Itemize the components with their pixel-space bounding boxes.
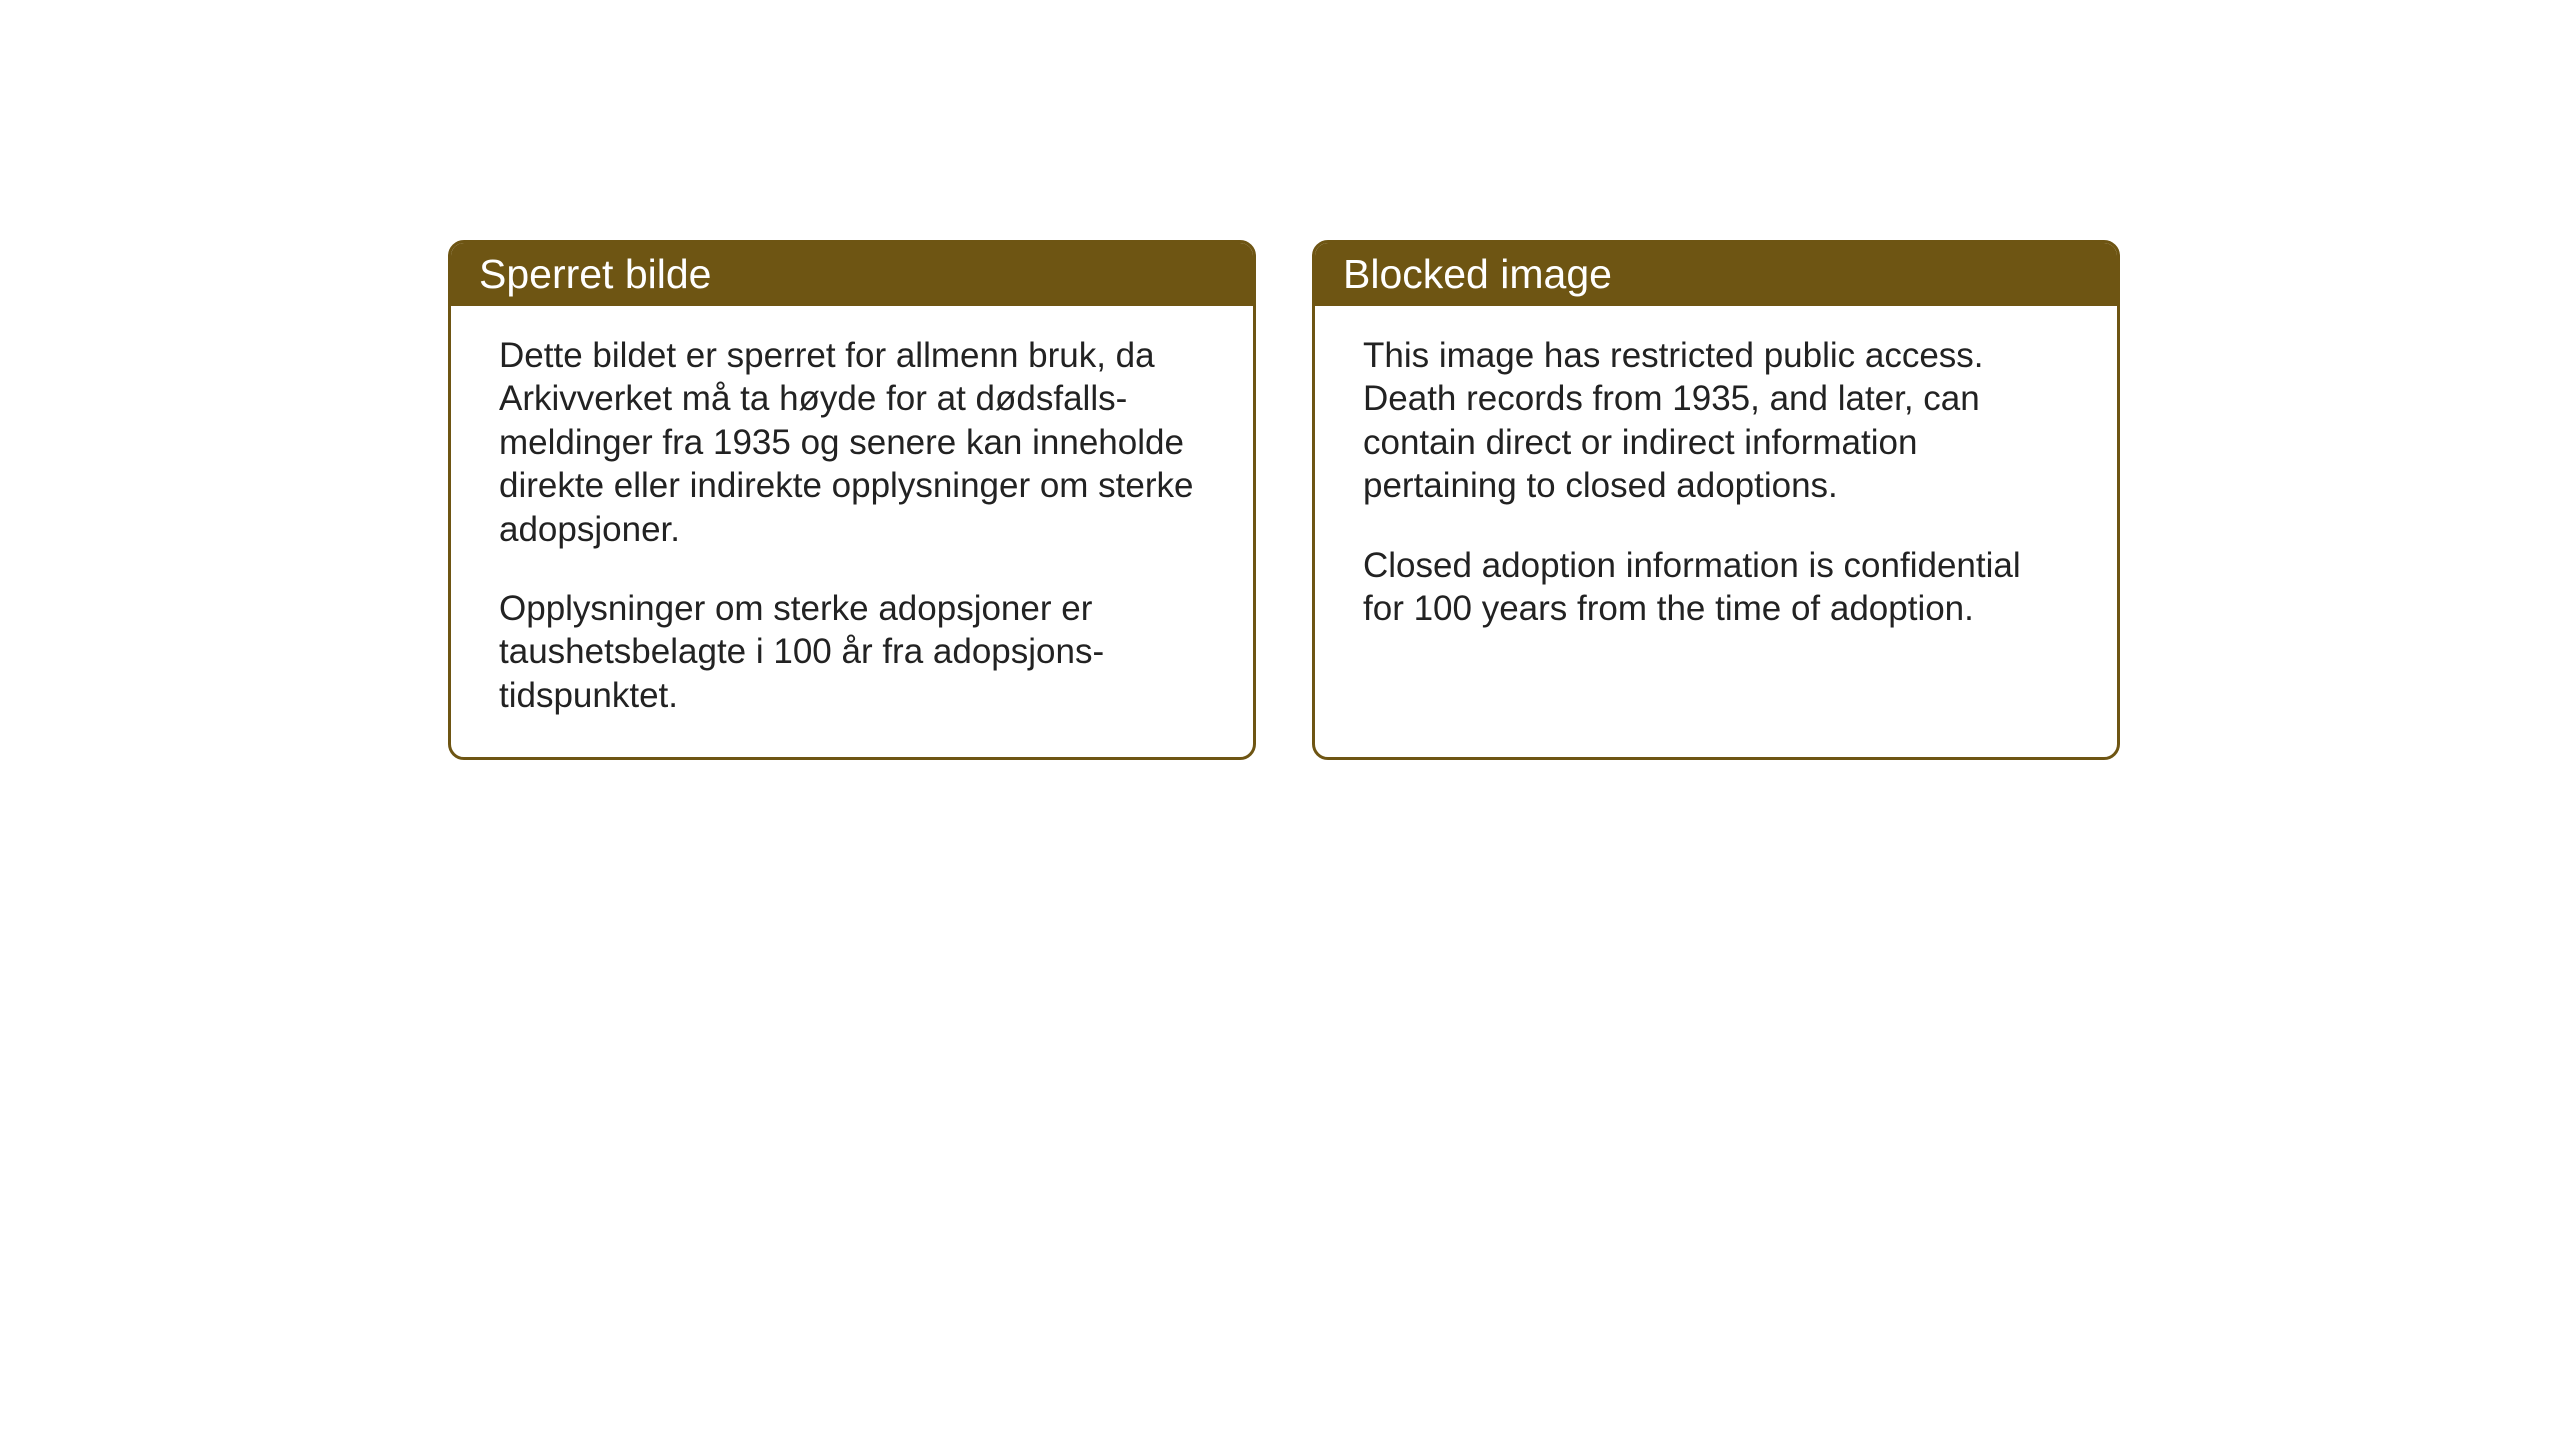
card-paragraph-2-norwegian: Opplysninger om sterke adopsjoner er tau… — [499, 587, 1205, 717]
notice-container: Sperret bilde Dette bildet er sperret fo… — [448, 240, 2120, 760]
notice-card-norwegian: Sperret bilde Dette bildet er sperret fo… — [448, 240, 1256, 760]
notice-card-english: Blocked image This image has restricted … — [1312, 240, 2120, 760]
card-header-norwegian: Sperret bilde — [451, 243, 1253, 306]
card-body-norwegian: Dette bildet er sperret for allmenn bruk… — [451, 306, 1253, 757]
card-title-english: Blocked image — [1343, 251, 1612, 297]
card-paragraph-2-english: Closed adoption information is confident… — [1363, 544, 2069, 631]
card-body-english: This image has restricted public access.… — [1315, 306, 2117, 670]
card-paragraph-1-english: This image has restricted public access.… — [1363, 334, 2069, 508]
card-paragraph-1-norwegian: Dette bildet er sperret for allmenn bruk… — [499, 334, 1205, 551]
card-title-norwegian: Sperret bilde — [479, 251, 711, 297]
card-header-english: Blocked image — [1315, 243, 2117, 306]
